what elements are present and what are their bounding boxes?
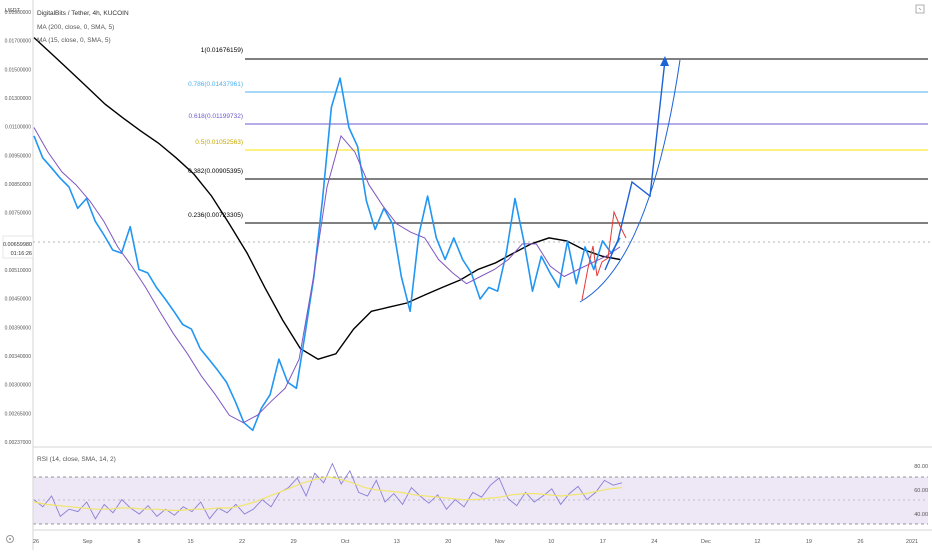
ma200-line [33,37,621,360]
price-axis-tick: 0.01900000 [5,10,32,16]
price-axis-tick: 0.01700000 [5,39,32,45]
rsi-line [33,462,623,520]
time-axis-tick: 26 [857,539,863,545]
price-axis-tick: 0.00300000 [5,383,32,389]
projection-arrow-icon [660,56,669,66]
price-badge-countdown: 01:16:26 [11,251,32,257]
fib-label-1: 1(0.01676159) [201,47,243,54]
time-axis-tick: 13 [394,539,400,545]
fib-label-0236: 0.236(0.00723305) [188,212,243,219]
ma15-line [33,127,621,424]
time-axis-tick: 10 [548,539,554,545]
fib-label-0786: 0.786(0.01437961) [188,81,243,88]
indicator-ma15-label[interactable]: MA (15, close, 0, SMA, 5) [37,37,111,44]
time-axis-tick: Nov [495,539,505,545]
price-axis-tick: 0.00265000 [5,411,32,417]
price-axis[interactable]: 0.01900000 0.01700000 0.01500000 0.01300000… [5,10,32,446]
currency-label: USDT [5,8,21,14]
time-axis-tick: Oct [341,539,350,545]
time-axis-tick: 12 [754,539,760,545]
price-axis-tick: 0.01300000 [5,96,32,102]
time-axis-tick: Dec [701,539,711,545]
red-path[interactable] [581,210,627,301]
time-axis-tick: 8 [138,539,141,545]
price-axis-tick: 0.00237000 [5,440,32,446]
time-axis-tick: Sep [83,539,93,545]
chart-title[interactable]: DigitalBits / Tether, 4h, KUCOIN [37,10,129,17]
rsi-axis: 80.00 60.00 40.00 [914,464,928,518]
rsi-axis-tick: 80.00 [914,464,928,470]
projection-curve[interactable] [579,59,681,303]
price-axis-tick: 0.00340000 [5,354,32,360]
rsi-ma-line [33,476,623,511]
rsi-axis-tick: 60.00 [914,488,928,494]
price-axis-tick: 0.01500000 [5,67,32,73]
indicator-ma200-label[interactable]: MA (200, close, 0, SMA, 5) [37,24,114,31]
price-badge-value: 0.00659980 [3,242,32,248]
time-axis-tick: 2021 [906,539,918,545]
price-axis-tick: 0.00850000 [5,182,32,188]
time-axis-tick: 26 [33,539,39,545]
projection-path[interactable] [604,59,666,271]
price-axis-tick: 0.00390000 [5,325,32,331]
collapse-icon[interactable] [915,4,925,14]
rsi-title[interactable]: RSI (14, close, SMA, 14, 2) [37,456,116,463]
settings-icon-ring [6,535,14,543]
time-axis-tick: 20 [445,539,451,545]
price-line [33,77,621,432]
rsi-axis-tick: 40.00 [914,512,928,518]
collapse-icon-shape [915,4,925,14]
time-axis[interactable]: 26 Sep 8 15 22 29 Oct 13 20 Nov 10 17 24 Dec 12 19 26 202… [33,539,918,545]
fib-levels: 1(0.01676159) 0.786(0.01437961) 0.618(0.… [188,47,928,224]
price-axis-tick: 0.01100000 [5,125,31,131]
price-axis-tick: 0.00950000 [5,153,32,159]
time-axis-tick: 24 [651,539,657,545]
price-axis-tick: 0.00510000 [5,268,32,274]
price-axis-tick: 0.00450000 [5,297,32,303]
price-axis-tick: 0.00750000 [5,211,32,217]
fib-label-0618: 0.618(0.01199732) [189,113,243,120]
time-axis-tick: 15 [188,539,194,545]
time-axis-tick: 19 [806,539,812,545]
fib-label-05: 0.5(0.01052563) [195,139,243,146]
fib-label-0382: 0.382(0.00905395) [188,168,243,175]
price-badge [2,235,34,259]
time-axis-tick: 17 [600,539,606,545]
rsi-band [33,477,928,524]
time-axis-tick: 29 [291,539,297,545]
time-axis-tick: 22 [239,539,245,545]
settings-icon-center [9,538,11,540]
settings-icon[interactable] [6,535,14,543]
